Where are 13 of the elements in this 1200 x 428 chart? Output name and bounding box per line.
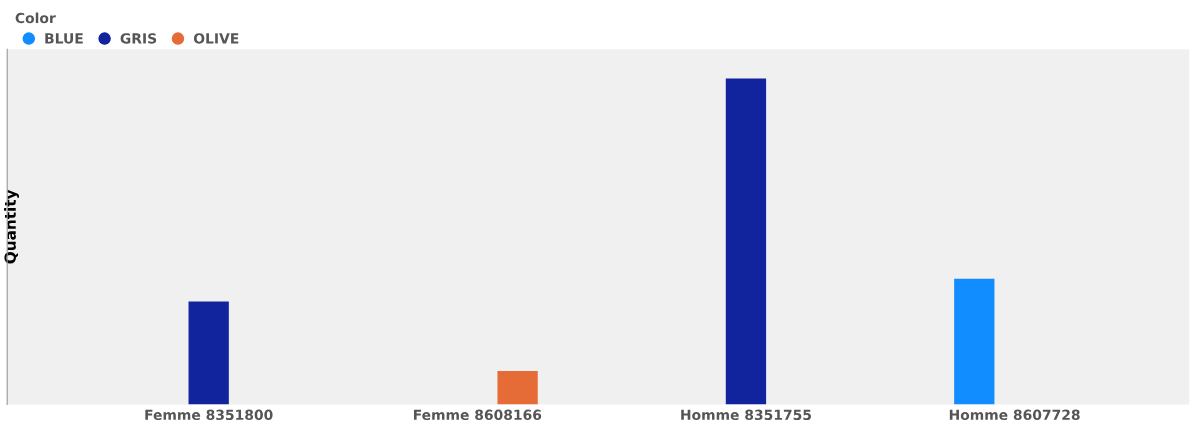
bar (188, 301, 229, 405)
bar (497, 370, 538, 405)
x-tick-label: Homme 8351755 (681, 409, 811, 421)
legend-label: BLUE (45, 33, 83, 44)
y-axis-title: Quantity (4, 189, 20, 264)
legend-title: Color (15, 12, 56, 24)
x-tick-label: Homme 8607728 (949, 409, 1080, 421)
legend-label: OLIVE (193, 33, 239, 44)
legend-label: GRIS (120, 33, 157, 44)
bar (725, 78, 767, 405)
x-tick-label: Femme 8608166 (413, 409, 542, 421)
bar (954, 278, 995, 405)
x-tick-label: Femme 8351800 (145, 409, 273, 421)
